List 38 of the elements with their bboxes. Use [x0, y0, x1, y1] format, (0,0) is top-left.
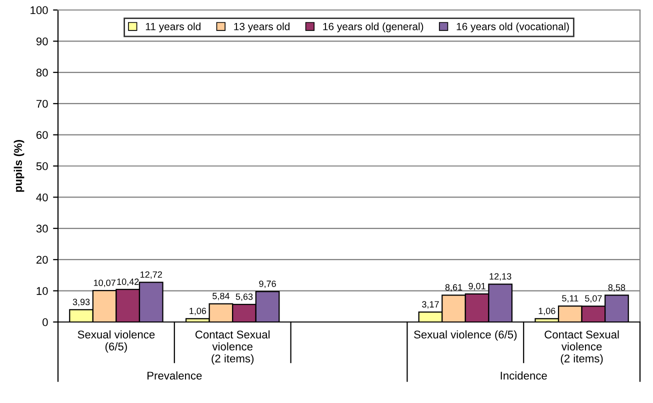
data-label: 5,11 — [562, 295, 578, 303]
legend-label: 11 years old — [146, 22, 200, 32]
data-label: 8,58 — [608, 284, 626, 292]
data-label: 10,07 — [94, 280, 116, 288]
data-label: 5,07 — [585, 295, 602, 303]
data-label: 9,76 — [259, 280, 276, 288]
text: Incidence — [500, 371, 547, 380]
y-axis-title: pupils (%) — [14, 140, 24, 192]
data-label: 3,93 — [72, 298, 90, 306]
data-label: 1,06 — [538, 308, 556, 316]
data-label: 5,84 — [212, 292, 230, 300]
data-label: 8,61 — [445, 284, 462, 292]
x-tick-label: Contact Sexual violence (2 items) — [544, 330, 619, 365]
data-label: 3,17 — [422, 301, 439, 309]
x-tick-label: Contact Sexual violence (2 items) — [195, 330, 270, 365]
text: Prevalence — [148, 371, 202, 380]
x-tick-label: Sexual violence (6/5) — [414, 330, 517, 341]
legend-label: 16 years old (vocational) — [456, 22, 569, 32]
data-label: 9,01 — [468, 282, 486, 290]
y-tick-label: 40 — [36, 193, 48, 202]
data-label: 12,13 — [490, 273, 512, 281]
y-tick-label: 70 — [36, 100, 48, 108]
data-label: 10,42 — [117, 278, 139, 286]
data-label: 1,06 — [190, 308, 206, 316]
y-tick-label: 100 — [30, 6, 48, 14]
y-tick-label: 10 — [36, 287, 48, 295]
y-tick-label: 90 — [36, 37, 48, 46]
y-tick-label: 50 — [36, 162, 48, 170]
legend-label: 16 years old (general) — [323, 22, 424, 32]
y-tick-label: 0 — [42, 318, 48, 326]
y-tick-label: 60 — [36, 131, 48, 139]
data-label: 12,72 — [140, 271, 162, 279]
x-tick-label: Sexual violence (6/5) — [78, 330, 155, 353]
legend-label: 13 years old — [234, 22, 290, 32]
y-tick-label: 20 — [36, 256, 48, 264]
y-tick-label: 30 — [36, 224, 48, 233]
data-label: 5,63 — [236, 293, 253, 301]
y-tick-label: 80 — [36, 68, 48, 77]
